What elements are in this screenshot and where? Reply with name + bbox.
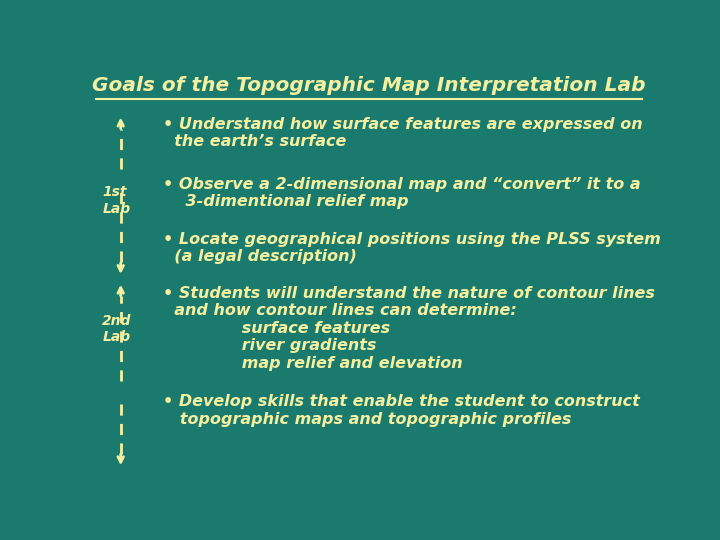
Text: • Understand how surface features are expressed on
  the earth’s surface: • Understand how surface features are ex… <box>163 117 642 149</box>
Text: Goals of the Topographic Map Interpretation Lab: Goals of the Topographic Map Interpretat… <box>92 77 646 96</box>
Text: 2nd
Lab: 2nd Lab <box>102 314 132 345</box>
Text: 1st
Lab: 1st Lab <box>102 185 130 215</box>
Text: • Locate geographical positions using the PLSS system
  (a legal description): • Locate geographical positions using th… <box>163 232 660 265</box>
Text: • Students will understand the nature of contour lines
  and how contour lines c: • Students will understand the nature of… <box>163 286 654 370</box>
Text: • Observe a 2-dimensional map and “convert” it to a
    3-dimentional relief map: • Observe a 2-dimensional map and “conve… <box>163 177 640 210</box>
Text: • Develop skills that enable the student to construct
   topographic maps and to: • Develop skills that enable the student… <box>163 394 639 427</box>
